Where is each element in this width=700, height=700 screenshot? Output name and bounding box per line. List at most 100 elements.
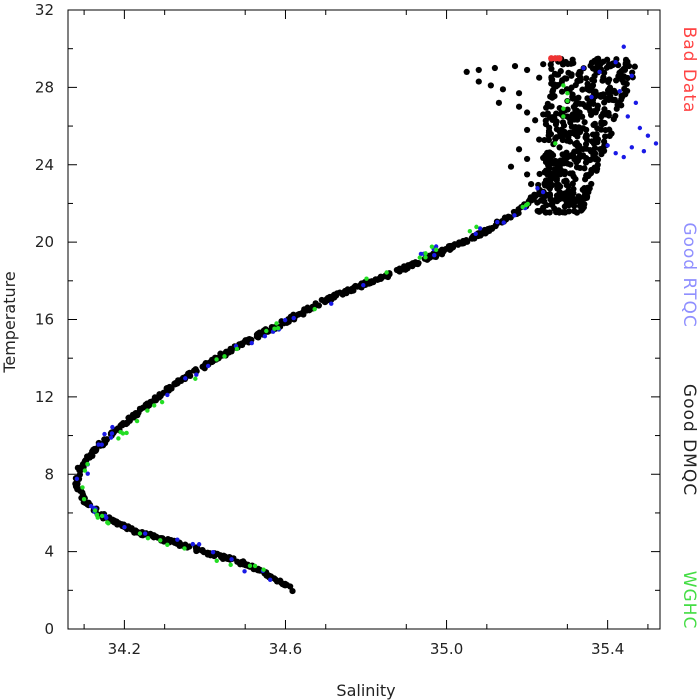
y-tick-label: 24 bbox=[35, 156, 54, 174]
point-wghc bbox=[145, 408, 150, 413]
point-good-dmqc bbox=[593, 136, 600, 143]
point-wghc bbox=[82, 468, 88, 473]
point-good-dmqc bbox=[554, 159, 562, 166]
point-good-dmqc bbox=[547, 177, 554, 185]
point-wghc bbox=[99, 513, 105, 519]
legend-label-good-rtqc: Good RTQC bbox=[679, 222, 699, 327]
point-good-dmqc bbox=[551, 93, 558, 100]
point-good-dmqc bbox=[601, 106, 608, 113]
point-good-rtqc bbox=[103, 513, 108, 519]
point-good-rtqc bbox=[621, 154, 626, 160]
point-good-dmqc bbox=[462, 237, 470, 244]
point-good-dmqc bbox=[544, 171, 551, 178]
point-good-dmqc bbox=[563, 86, 571, 93]
point-good-dmqc bbox=[524, 109, 531, 116]
point-good-dmqc bbox=[575, 193, 582, 200]
point-wghc bbox=[272, 326, 277, 331]
point-wghc bbox=[92, 508, 98, 513]
point-good-rtqc bbox=[122, 524, 127, 530]
y-tick-label: 0 bbox=[44, 620, 54, 638]
point-good-dmqc bbox=[561, 209, 569, 216]
point-good-dmqc bbox=[576, 109, 583, 116]
point-good-dmqc bbox=[542, 121, 550, 128]
point-good-rtqc bbox=[633, 100, 639, 106]
point-good-dmqc bbox=[524, 171, 531, 178]
point-good-dmqc bbox=[573, 139, 581, 146]
y-tick-label: 12 bbox=[35, 388, 54, 406]
point-good-rtqc bbox=[495, 219, 500, 225]
point-good-dmqc bbox=[583, 172, 590, 179]
point-good-dmqc bbox=[400, 266, 407, 273]
point-good-dmqc bbox=[566, 115, 573, 122]
point-good-dmqc bbox=[483, 227, 490, 234]
point-good-rtqc bbox=[249, 340, 254, 346]
point-good-dmqc bbox=[545, 183, 552, 191]
point-good-dmqc bbox=[591, 150, 599, 157]
point-wghc bbox=[137, 531, 143, 536]
point-wghc bbox=[565, 98, 570, 104]
point-good-dmqc bbox=[603, 64, 611, 71]
point-good-dmqc bbox=[534, 199, 541, 206]
point-good-dmqc bbox=[577, 153, 584, 160]
point-good-rtqc bbox=[613, 60, 618, 65]
x-tick-label: 35.4 bbox=[591, 640, 624, 658]
point-good-dmqc bbox=[524, 126, 531, 134]
point-good-dmqc bbox=[582, 141, 590, 148]
point-good-rtqc bbox=[262, 334, 268, 339]
point-good-dmqc bbox=[553, 83, 560, 90]
point-good-dmqc bbox=[241, 561, 248, 568]
point-good-dmqc bbox=[600, 147, 608, 155]
axes: 34.2 34.6 35.0 35.4 0 4 8 12 16 20 24 28 32 bbox=[35, 1, 660, 658]
point-good-dmqc bbox=[548, 201, 555, 208]
point-good-dmqc bbox=[563, 178, 570, 185]
point-good-dmqc bbox=[132, 410, 139, 417]
point-good-dmqc bbox=[582, 103, 589, 110]
point-good-dmqc bbox=[618, 92, 625, 99]
point-good-dmqc bbox=[536, 136, 543, 143]
point-good-dmqc bbox=[603, 95, 610, 102]
point-good-dmqc bbox=[487, 82, 494, 89]
point-good-dmqc bbox=[237, 341, 244, 348]
point-good-dmqc bbox=[351, 284, 358, 291]
point-good-dmqc bbox=[548, 76, 555, 83]
point-good-dmqc bbox=[536, 74, 543, 81]
point-good-dmqc bbox=[545, 136, 553, 144]
point-good-rtqc bbox=[512, 213, 517, 218]
point-good-rtqc bbox=[282, 317, 288, 323]
point-good-dmqc bbox=[226, 347, 233, 355]
point-good-dmqc bbox=[558, 88, 566, 95]
point-good-dmqc bbox=[580, 146, 587, 153]
point-good-dmqc bbox=[557, 189, 564, 197]
point-good-rtqc bbox=[110, 424, 115, 430]
point-wghc bbox=[94, 512, 100, 518]
point-wghc bbox=[474, 224, 479, 230]
point-good-dmqc bbox=[415, 259, 422, 267]
point-good-dmqc bbox=[543, 209, 550, 216]
point-good-dmqc bbox=[515, 103, 523, 110]
point-good-dmqc bbox=[593, 131, 600, 138]
point-good-dmqc bbox=[608, 130, 615, 137]
point-good-dmqc bbox=[613, 77, 620, 84]
point-good-dmqc bbox=[561, 128, 568, 135]
point-good-dmqc bbox=[612, 89, 619, 97]
point-good-rtqc bbox=[641, 149, 647, 154]
point-good-dmqc bbox=[559, 136, 566, 144]
point-good-dmqc bbox=[616, 99, 623, 106]
point-good-dmqc bbox=[580, 186, 587, 194]
point-good-dmqc bbox=[544, 149, 551, 157]
point-good-dmqc bbox=[556, 144, 563, 151]
point-good-dmqc bbox=[220, 552, 227, 560]
point-good-rtqc bbox=[102, 431, 107, 437]
point-bad-data bbox=[556, 55, 563, 62]
point-good-dmqc bbox=[491, 64, 498, 72]
point-wghc bbox=[561, 106, 566, 111]
point-wghc bbox=[275, 326, 281, 331]
point-good-rtqc bbox=[605, 143, 610, 148]
point-wghc bbox=[80, 485, 85, 490]
x-tick-label: 34.2 bbox=[108, 640, 141, 658]
point-good-rtqc bbox=[535, 186, 540, 191]
point-good-rtqc bbox=[183, 376, 188, 381]
point-good-rtqc bbox=[597, 69, 602, 75]
point-good-dmqc bbox=[584, 95, 591, 102]
